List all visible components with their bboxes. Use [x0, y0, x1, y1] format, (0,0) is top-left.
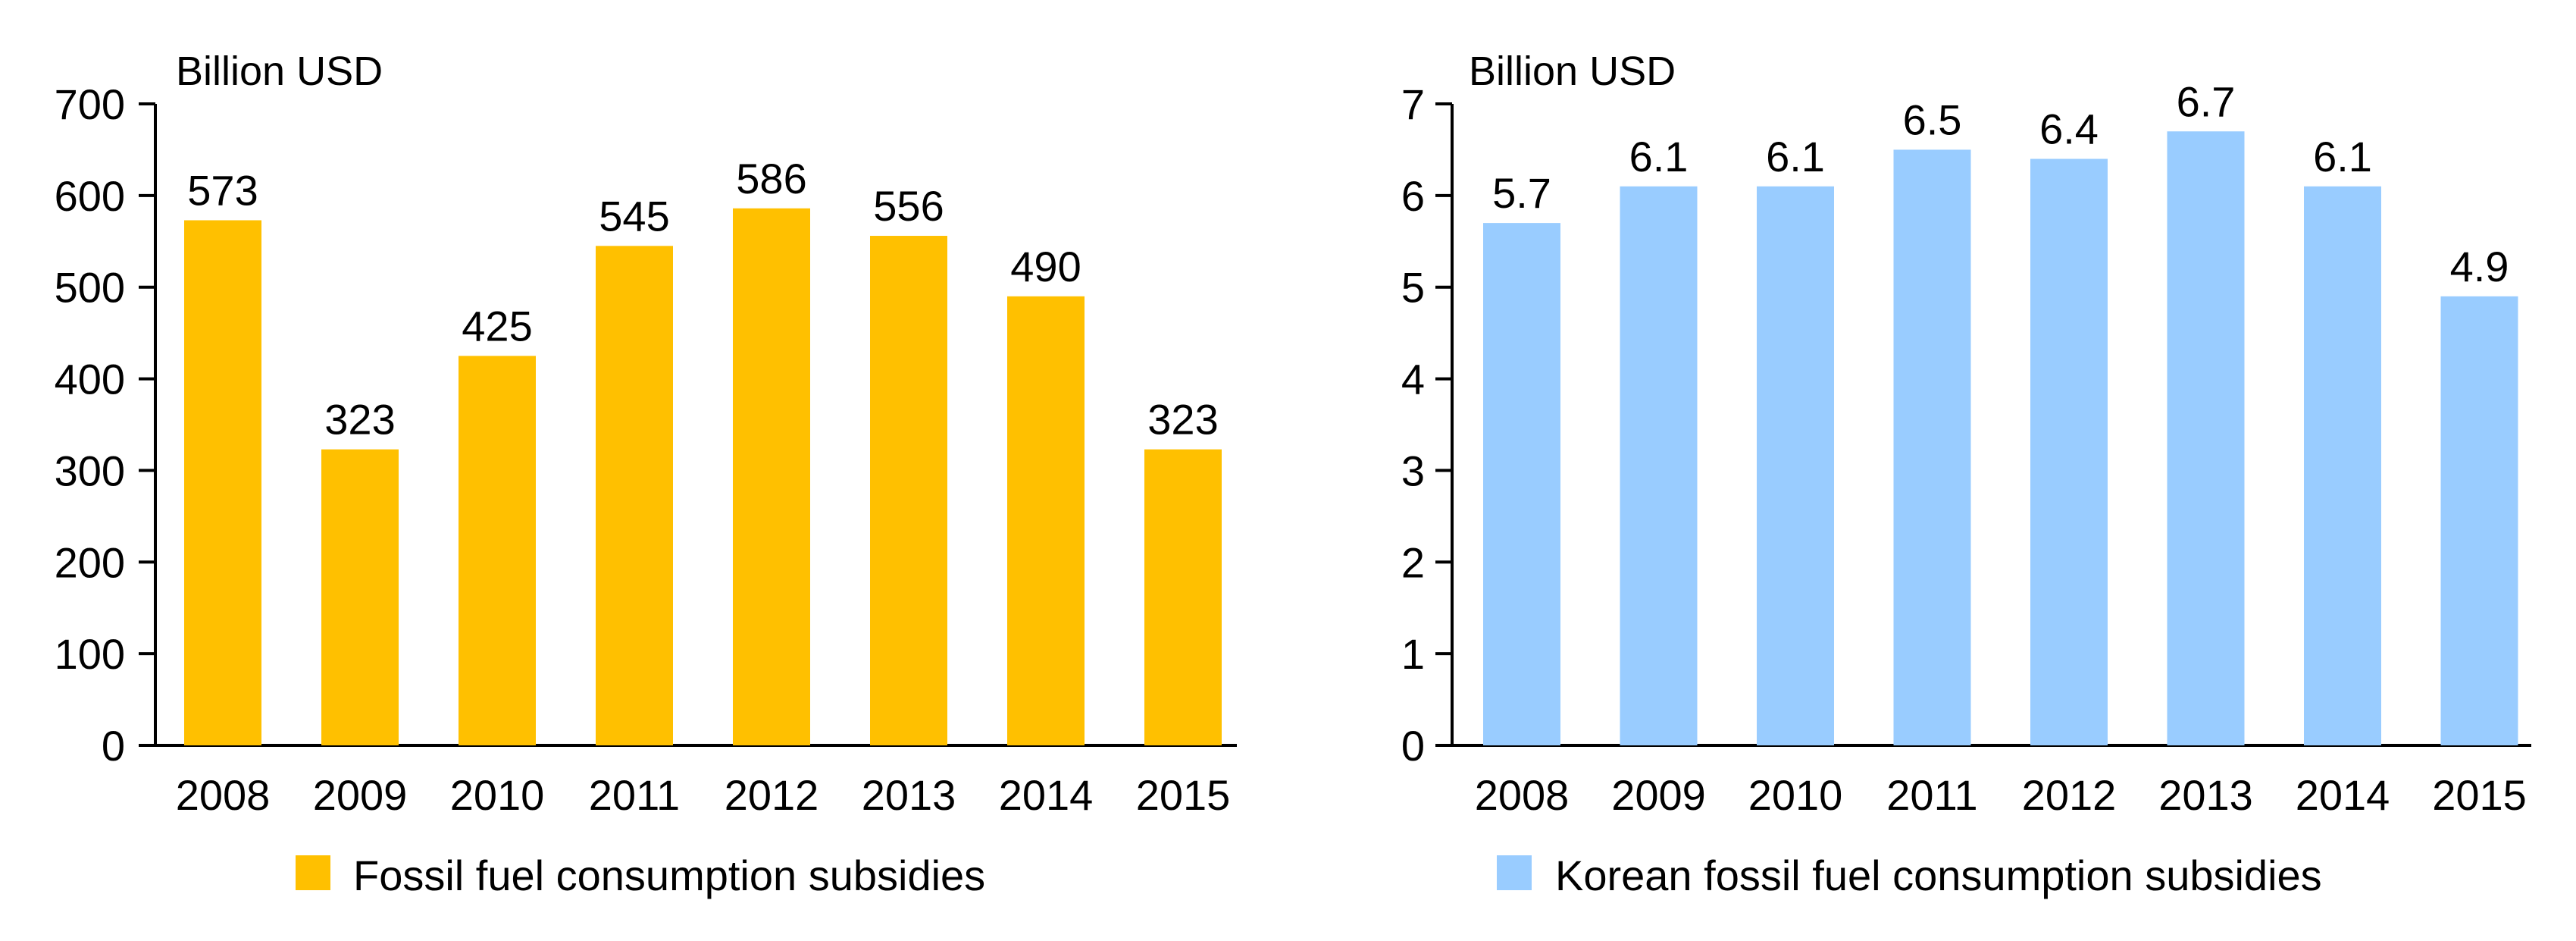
- y-tick-label: 4: [1401, 356, 1425, 403]
- y-unit-label: Billion USD: [1469, 49, 1676, 94]
- chart-1: 0 100 200 300 400 500 600 700 Billion USD 573 2008…: [55, 49, 1237, 899]
- data-label-2013: 6.7: [2177, 77, 2236, 125]
- x-tick-label-2014: 2014: [2296, 771, 2390, 819]
- y-tick-label: 0: [1401, 722, 1425, 770]
- y-tick-label: 500: [55, 264, 125, 312]
- legend-swatch: [296, 855, 330, 890]
- legend-label: Korean fossil fuel consumption subsidies: [1555, 852, 2322, 899]
- y-tick-label: 6: [1401, 172, 1425, 220]
- x-tick-label-2009: 2009: [313, 771, 408, 819]
- x-tick-label-2011: 2011: [589, 771, 680, 819]
- data-label-2013: 556: [873, 182, 944, 230]
- bar-2015: [2440, 296, 2518, 745]
- x-tick-label-2010: 2010: [1748, 771, 1843, 819]
- data-label-2014: 6.1: [2313, 133, 2372, 180]
- y-tick-label: 600: [55, 172, 125, 220]
- x-tick-label-2009: 2009: [1611, 771, 1706, 819]
- data-label-2015: 4.9: [2450, 243, 2509, 290]
- y-tick-label: 1: [1401, 630, 1425, 678]
- bar-2008: [184, 220, 261, 745]
- x-tick-label-2008: 2008: [1475, 771, 1570, 819]
- data-label-2012: 6.4: [2039, 105, 2099, 153]
- y-tick-label: 100: [55, 630, 125, 678]
- data-label-2012: 586: [736, 155, 806, 202]
- bar-2012: [2030, 158, 2108, 745]
- data-label-2008: 5.7: [1492, 169, 1551, 217]
- data-label-2010: 425: [462, 302, 532, 350]
- data-label-2009: 323: [324, 396, 395, 444]
- x-tick-label-2013: 2013: [862, 771, 956, 819]
- y-tick-label: 2: [1401, 538, 1425, 586]
- y-tick-label: 5: [1401, 264, 1425, 312]
- bar-2012: [733, 208, 810, 746]
- x-tick-label-2014: 2014: [999, 771, 1094, 819]
- data-label-2014: 490: [1010, 243, 1081, 290]
- x-tick-label-2011: 2011: [1886, 771, 1977, 819]
- x-tick-label-2015: 2015: [1136, 771, 1231, 819]
- chart-2: 0 1 2 3 4 5 6 7 Billion USD 5.7 2008 6.1 2009 6.1 2010…: [1401, 49, 2531, 899]
- bar-2011: [596, 246, 673, 745]
- bar-2011: [1893, 149, 1971, 745]
- legend: Fossil fuel consumption subsidies: [296, 852, 985, 899]
- legend-swatch: [1497, 855, 1532, 890]
- data-label-2015: 323: [1147, 396, 1218, 444]
- x-tick-label-2010: 2010: [450, 771, 545, 819]
- bar-2014: [2304, 186, 2381, 745]
- y-tick-label: 700: [55, 80, 125, 128]
- bar-2008: [1483, 223, 1560, 746]
- y-tick-label: 400: [55, 356, 125, 403]
- bar-2015: [1144, 449, 1222, 745]
- y-tick-label: 0: [102, 722, 125, 770]
- bar-2013: [870, 236, 947, 745]
- bar-2010: [1757, 186, 1834, 745]
- bar-2009: [1620, 186, 1698, 745]
- bar-2014: [1007, 296, 1085, 745]
- data-label-2009: 6.1: [1629, 133, 1689, 180]
- y-tick-label: 7: [1401, 80, 1425, 128]
- y-tick-label: 300: [55, 447, 125, 494]
- bar-2013: [2167, 131, 2245, 745]
- x-tick-label-2008: 2008: [176, 771, 271, 819]
- data-label-2010: 6.1: [1766, 133, 1825, 180]
- legend-label: Fossil fuel consumption subsidies: [353, 852, 985, 899]
- data-label-2011: 6.5: [1903, 96, 1962, 143]
- bar-2010: [459, 356, 536, 745]
- x-tick-label-2015: 2015: [2432, 771, 2527, 819]
- data-label-2011: 545: [599, 192, 669, 240]
- legend: Korean fossil fuel consumption subsidies: [1497, 852, 2322, 899]
- y-tick-label: 3: [1401, 447, 1425, 494]
- x-tick-label-2012: 2012: [725, 771, 819, 819]
- y-unit-label: Billion USD: [176, 49, 383, 94]
- x-tick-label-2013: 2013: [2158, 771, 2253, 819]
- bar-2009: [321, 449, 399, 745]
- x-tick-label-2012: 2012: [2022, 771, 2117, 819]
- data-label-2008: 573: [187, 166, 258, 214]
- y-tick-label: 200: [55, 538, 125, 586]
